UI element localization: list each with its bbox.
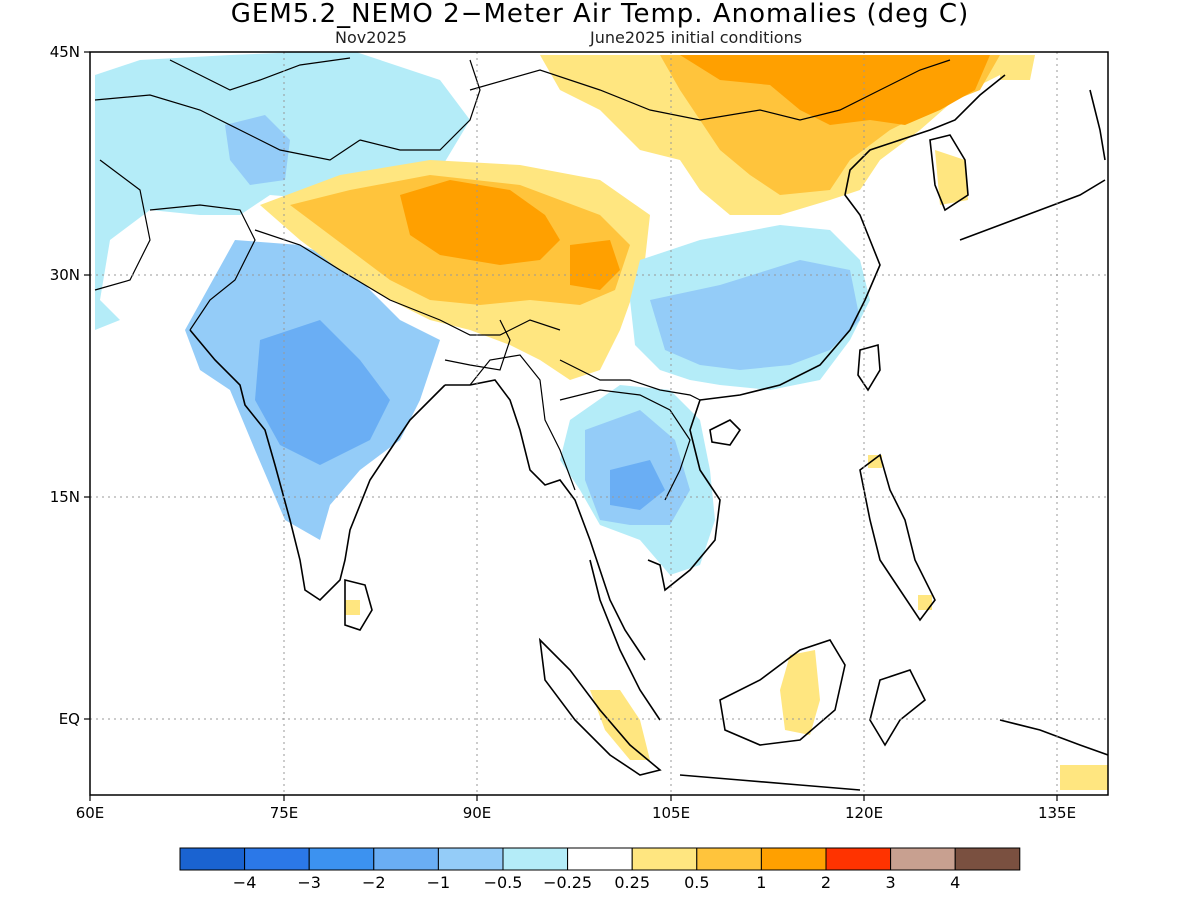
indochina-coast: [647, 399, 721, 592]
legend-swatch: [567, 847, 633, 871]
legend-label: −4: [233, 873, 257, 892]
china-coast: [699, 74, 1006, 401]
warm-anomaly-srilanka: [345, 600, 360, 615]
graticule: [90, 52, 1108, 795]
srilanka-coastline: [344, 578, 373, 631]
anomaly-shading: [95, 52, 1108, 790]
country-borders: [94, 57, 951, 501]
cool-anomaly-south-china-2: [650, 260, 860, 370]
legend-label: 0.5: [684, 873, 709, 892]
malay-coastline: [589, 559, 661, 721]
warm-anomaly-png: [1060, 765, 1108, 790]
cool-anomaly-india-core: [255, 320, 390, 465]
lon-label-90e: 90E: [463, 804, 492, 822]
warm-anomaly-luzon: [868, 455, 882, 468]
warm-anomaly-mindanao: [918, 595, 932, 610]
coastlines: [189, 74, 1108, 791]
lon-label-60e: 60E: [76, 804, 105, 822]
borneo-coastline: [719, 639, 846, 746]
initial-conditions: June2025 initial conditions: [590, 28, 803, 47]
lon-label-135e: 135E: [1038, 804, 1076, 822]
hainan-coastline: [709, 419, 742, 446]
legend-swatch: [373, 847, 439, 871]
legend-label: 3: [886, 873, 896, 892]
legend-swatch: [890, 847, 956, 871]
philippines-coastline: [859, 453, 936, 622]
warm-anomaly-korea-2: [935, 150, 968, 205]
legend-label: 0.25: [614, 873, 650, 892]
legend-label: −0.5: [484, 873, 523, 892]
java-coastline: [679, 774, 861, 791]
warm-anomaly-tibet-core-2: [570, 240, 620, 290]
legend-swatch: [179, 847, 246, 871]
lat-label-15n: 15N: [50, 488, 80, 506]
border-china-west: [359, 59, 481, 151]
korea-coastline: [929, 134, 969, 212]
legend-label: −2: [362, 873, 386, 892]
map-title: GEM5.2_NEMO 2−Meter Air Temp. Anomalies …: [230, 0, 970, 29]
warm-anomaly-borneo: [780, 650, 820, 735]
warm-anomaly-sumatra: [590, 690, 650, 760]
lat-label-30n: 30N: [50, 266, 80, 284]
legend-label: 2: [821, 873, 831, 892]
lon-label-120e: 120E: [845, 804, 883, 822]
border-burma: [469, 354, 576, 491]
forecast-month: Nov2025: [335, 28, 407, 47]
lon-label-75e: 75E: [270, 804, 299, 822]
legend-swatch: [825, 847, 892, 871]
legend-swatch: [696, 847, 762, 871]
legend-label: −0.25: [543, 873, 592, 892]
cool-anomaly-northwest: [95, 52, 470, 330]
india-coastline: [189, 329, 446, 602]
taiwan-coastline: [857, 343, 881, 392]
legend-swatch: [760, 847, 827, 871]
warm-anomaly-tibet-core: [400, 180, 560, 265]
legend-swatch: [502, 847, 569, 871]
border-himalaya: [254, 229, 561, 336]
border-central-asia: [94, 94, 361, 161]
border-india-east: [444, 319, 511, 371]
border-iran-afghanistan: [94, 159, 151, 291]
lon-label-105e: 105E: [652, 804, 690, 822]
legend-label: −1: [427, 873, 451, 892]
cool-anomaly-indochina-dark: [610, 460, 665, 510]
legend-label: −3: [297, 873, 321, 892]
map-frame: [89, 51, 1109, 796]
lat-label-45n: 45N: [50, 43, 80, 61]
sumatra-coastline: [538, 637, 662, 776]
tick-marks: [84, 51, 1058, 801]
border-thailand-laos: [559, 389, 691, 501]
lat-label-eq: EQ: [59, 710, 80, 728]
border-china-mongolia: [469, 59, 951, 121]
new-guinea-coastline: [999, 719, 1108, 756]
color-legend: −4 −3 −2 −1 −0.5 −0.25 0.25 0.5 1 2 3 4: [179, 847, 1021, 892]
warm-anomaly-korea: [1000, 55, 1035, 80]
bay-of-bengal-east-coast: [445, 379, 646, 661]
cool-anomaly-tajik: [225, 115, 290, 185]
legend-swatch: [308, 847, 375, 871]
border-china-indochina: [559, 359, 701, 401]
japan-islands: [1089, 89, 1106, 161]
border-pakistan: [149, 204, 256, 331]
sulawesi-coastline: [869, 669, 927, 747]
legend-swatch: [954, 847, 1021, 871]
legend-swatch: [244, 847, 310, 871]
legend-swatch: [437, 847, 504, 871]
warm-anomaly-mongolia-core: [680, 55, 990, 125]
legend-swatch: [631, 847, 698, 871]
legend-label: 1: [756, 873, 766, 892]
legend-label: 4: [950, 873, 960, 892]
border-kazakhstan: [169, 57, 351, 91]
japan-coastline: [959, 179, 1106, 241]
